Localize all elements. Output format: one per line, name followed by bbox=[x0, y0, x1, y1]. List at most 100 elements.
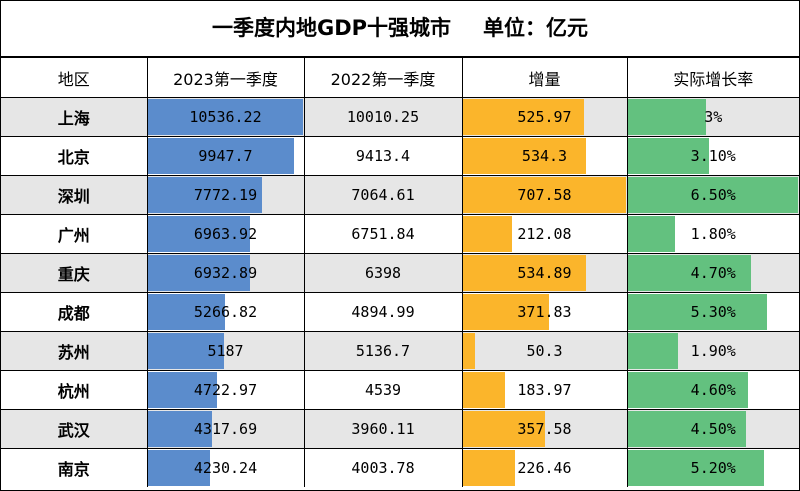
header-increase: 增量 bbox=[461, 57, 628, 98]
growth-bar bbox=[627, 216, 675, 252]
growth-value: 4.50% bbox=[690, 420, 736, 438]
gdp2023-cell: 9947.7 bbox=[146, 136, 305, 176]
gdp2022-value: 5136.7 bbox=[303, 331, 463, 371]
growth-cell: 4.50% bbox=[626, 409, 799, 449]
increase-bar bbox=[462, 372, 505, 408]
increase-value: 226.46 bbox=[517, 459, 572, 477]
gdp2023-cell: 5187 bbox=[146, 331, 305, 371]
region-cell: 深圳 bbox=[1, 175, 148, 215]
gdp2022-value: 6751.84 bbox=[303, 214, 463, 254]
increase-bar bbox=[462, 333, 475, 369]
increase-value: 534.89 bbox=[517, 264, 572, 282]
gdp2023-value: 9947.7 bbox=[198, 147, 253, 165]
gdp2022-value: 6398 bbox=[303, 253, 463, 293]
header-growth: 实际增长率 bbox=[626, 57, 799, 98]
region-cell: 南京 bbox=[1, 448, 148, 487]
gdp2023-value: 4722.97 bbox=[193, 381, 258, 399]
gdp2023-cell: 4722.97 bbox=[146, 370, 305, 410]
header-gdp2023: 2023第一季度 bbox=[146, 57, 305, 98]
increase-bar bbox=[462, 99, 584, 135]
growth-cell: 4.70% bbox=[626, 253, 799, 293]
growth-bar bbox=[627, 99, 706, 135]
growth-bar bbox=[627, 450, 764, 486]
increase-bar bbox=[462, 294, 549, 330]
growth-value: 6.50% bbox=[690, 186, 736, 204]
table-row: 苏州 5187 5136.7 50.3 1.90% bbox=[1, 331, 799, 371]
increase-cell: 357.58 bbox=[461, 409, 628, 449]
table-row: 成都 5266.82 4894.99 371.83 5.30% bbox=[1, 292, 799, 332]
gdp2023-cell: 6932.89 bbox=[146, 253, 305, 293]
growth-value: 4.70% bbox=[690, 264, 736, 282]
growth-value: 5.20% bbox=[690, 459, 736, 477]
gdp2022-value: 4003.78 bbox=[303, 448, 463, 487]
gdp2023-value: 4317.69 bbox=[193, 420, 258, 438]
header-row: 地区 2023第一季度 2022第一季度 增量 实际增长率 bbox=[1, 57, 799, 98]
increase-bar bbox=[462, 450, 515, 486]
gdp2023-bar bbox=[147, 372, 217, 408]
increase-cell: 212.08 bbox=[461, 214, 628, 254]
increase-bar bbox=[462, 255, 586, 291]
growth-value: 1.80% bbox=[690, 225, 736, 243]
growth-value: 3.10% bbox=[690, 147, 736, 165]
table-title: 一季度内地GDP十强城市 单位：亿元 bbox=[1, 1, 799, 57]
gdp2023-cell: 5266.82 bbox=[146, 292, 305, 332]
increase-bar bbox=[462, 138, 586, 174]
header-region: 地区 bbox=[1, 57, 148, 98]
gdp2022-value: 9413.4 bbox=[303, 136, 463, 176]
gdp2022-value: 4894.99 bbox=[303, 292, 463, 332]
increase-cell: 50.3 bbox=[461, 331, 628, 371]
gdp2023-value: 6932.89 bbox=[193, 264, 258, 282]
increase-cell: 226.46 bbox=[461, 448, 628, 487]
gdp2023-bar bbox=[147, 294, 225, 330]
increase-bar bbox=[462, 411, 545, 447]
gdp2022-value: 7064.61 bbox=[303, 175, 463, 215]
growth-value: 5.30% bbox=[690, 303, 736, 321]
gdp2023-bar bbox=[147, 138, 294, 174]
growth-value: 3% bbox=[704, 108, 723, 126]
table-row: 深圳 7772.19 7064.61 707.58 6.50% bbox=[1, 175, 799, 215]
increase-value: 525.97 bbox=[517, 108, 572, 126]
gdp2023-value: 6963.92 bbox=[193, 225, 258, 243]
gdp2023-cell: 10536.22 bbox=[146, 97, 305, 137]
increase-cell: 534.89 bbox=[461, 253, 628, 293]
table-row: 重庆 6932.89 6398 534.89 4.70% bbox=[1, 253, 799, 293]
gdp2023-cell: 7772.19 bbox=[146, 175, 305, 215]
gdp2023-value: 7772.19 bbox=[193, 186, 258, 204]
increase-value: 707.58 bbox=[517, 186, 572, 204]
gdp2023-value: 5187 bbox=[207, 342, 244, 360]
gdp2023-bar bbox=[147, 216, 250, 252]
growth-cell: 6.50% bbox=[626, 175, 799, 215]
region-cell: 武汉 bbox=[1, 409, 148, 449]
gdp2023-cell: 6963.92 bbox=[146, 214, 305, 254]
increase-value: 371.83 bbox=[517, 303, 572, 321]
growth-cell: 5.20% bbox=[626, 448, 799, 487]
growth-bar bbox=[627, 333, 678, 369]
growth-value: 1.90% bbox=[690, 342, 736, 360]
growth-bar bbox=[627, 255, 751, 291]
region-cell: 重庆 bbox=[1, 253, 148, 293]
increase-value: 50.3 bbox=[526, 342, 563, 360]
gdp2023-value: 10536.22 bbox=[189, 108, 262, 126]
growth-value: 4.60% bbox=[690, 381, 736, 399]
title-text: 一季度内地GDP十强城市 bbox=[211, 16, 452, 40]
increase-cell: 525.97 bbox=[461, 97, 628, 137]
unit-text: 单位：亿元 bbox=[483, 16, 589, 40]
region-cell: 北京 bbox=[1, 136, 148, 176]
region-cell: 杭州 bbox=[1, 370, 148, 410]
gdp2022-value: 4539 bbox=[303, 370, 463, 410]
growth-bar bbox=[627, 411, 746, 447]
increase-bar bbox=[462, 216, 512, 252]
gdp2022-value: 10010.25 bbox=[303, 97, 463, 137]
header-gdp2022: 2022第一季度 bbox=[303, 57, 463, 98]
increase-cell: 183.97 bbox=[461, 370, 628, 410]
growth-cell: 1.80% bbox=[626, 214, 799, 254]
growth-bar bbox=[627, 138, 709, 174]
gdp2023-bar bbox=[147, 99, 303, 135]
gdp2022-value: 3960.11 bbox=[303, 409, 463, 449]
growth-cell: 3.10% bbox=[626, 136, 799, 176]
growth-cell: 4.60% bbox=[626, 370, 799, 410]
table-row: 广州 6963.92 6751.84 212.08 1.80% bbox=[1, 214, 799, 254]
increase-cell: 707.58 bbox=[461, 175, 628, 215]
growth-bar bbox=[627, 294, 767, 330]
